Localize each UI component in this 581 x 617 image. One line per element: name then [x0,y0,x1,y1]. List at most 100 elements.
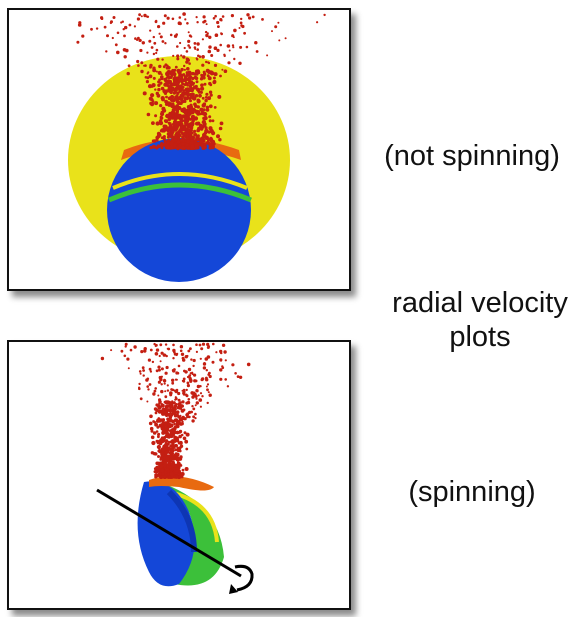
ejecta-particle [167,103,172,107]
ejecta-particle [179,125,184,129]
ejecta-particle [171,104,176,109]
ejecta-particle [200,73,203,77]
ejecta-particle [160,73,163,76]
ejecta-particle [176,121,181,125]
ejecta-particle [181,468,185,472]
ejecta-particle [271,30,273,33]
ejecta-particle [173,440,177,443]
ejecta-particle [169,33,173,37]
ejecta-particle [193,42,197,45]
ejecta-particle [205,60,208,64]
ejecta-particle [153,389,157,393]
ejecta-particle [195,72,199,76]
ejecta-particle [205,369,208,372]
ejecta-particle [163,124,168,129]
ejecta-particle [203,142,207,146]
ejecta-particle [177,144,182,148]
ejecta-particle [202,20,206,24]
ejecta-particle [216,48,220,53]
ejecta-particle [177,98,180,101]
ejecta-particle [157,394,160,397]
ejecta-particle [208,115,212,119]
ejecta-particle [224,378,227,381]
ejecta-particle [160,375,163,378]
ejecta-particle [208,81,212,86]
ejecta-particle [146,51,149,54]
ejecta-particle [234,372,237,375]
ejecta-particle [163,456,167,460]
ejecta-particle [190,88,194,92]
ejecta-particle [223,54,226,58]
ejecta-particle [170,447,174,451]
ejecta-particle [208,45,212,49]
ejecta-particles [100,342,251,480]
ejecta-particle [183,417,187,421]
ejecta-particle [191,405,194,408]
ejecta-particle [198,123,203,128]
ejecta-particle [156,418,160,422]
ejecta-particle [205,33,209,38]
ejecta-particle [174,463,178,467]
ejecta-particle [151,121,155,125]
ejecta-particle [177,86,181,90]
ejecta-particle [155,70,158,73]
ejecta-particle [163,451,168,455]
ejecta-particle [180,81,184,84]
ejecta-particle [203,145,207,150]
ejecta-particle [200,83,204,87]
ejecta-particle [159,104,163,108]
ejecta-particle [232,36,235,39]
ejecta-particle [179,41,182,45]
ejecta-particle [123,354,127,358]
ejecta-particle [192,358,196,363]
ejecta-particle [106,34,109,38]
ejecta-particle [178,79,182,83]
ejecta-particle [110,349,113,352]
ejecta-particle [212,76,216,80]
ejecta-particle [194,76,196,79]
ejecta-particle [174,398,177,401]
ejecta-particle [207,61,211,65]
ejecta-particle [181,91,186,96]
ejecta-particle [194,404,197,407]
ejecta-particle [150,451,155,455]
ejecta-particle [192,81,195,85]
ejecta-particle [148,383,152,386]
ejecta-particle [155,348,160,352]
ejecta-particle [171,454,175,459]
ejecta-particle [157,70,162,75]
ejecta-particle [211,139,216,144]
ejecta-particle [201,342,206,346]
ejecta-particle [221,68,224,71]
ejecta-particle [157,455,160,458]
ejecta-particle [187,44,190,47]
ejecta-particle [226,385,230,388]
ejecta-particle [183,119,188,123]
ejecta-particle [224,359,227,362]
curved-arrow-icon [229,564,254,594]
ejecta-particle [171,444,175,448]
ejecta-particle [202,73,206,78]
ejecta-particle [200,143,204,147]
ejecta-particle [169,391,173,395]
ejecta-particle [164,390,167,393]
planet-body-shade [166,489,197,553]
ejecta-particle [152,35,155,39]
ejecta-particle [120,21,123,24]
ejecta-particle [189,108,194,113]
ejecta-particle [136,17,140,21]
ejecta-particle [239,21,243,25]
ejecta-particle [202,70,206,74]
ejecta-particle [159,343,163,347]
ejecta-particle [231,44,235,47]
ejecta-particle [167,422,172,427]
ejecta-particle [165,95,168,99]
ejecta-particle [218,126,223,131]
ejecta-particle [205,92,209,96]
ejecta-particle [156,93,161,98]
ejecta-particle [216,20,220,25]
ejecta-particle [192,391,196,395]
ejecta-particle [169,412,172,415]
ejecta-particle [171,17,175,21]
ejecta-particle [163,119,168,123]
